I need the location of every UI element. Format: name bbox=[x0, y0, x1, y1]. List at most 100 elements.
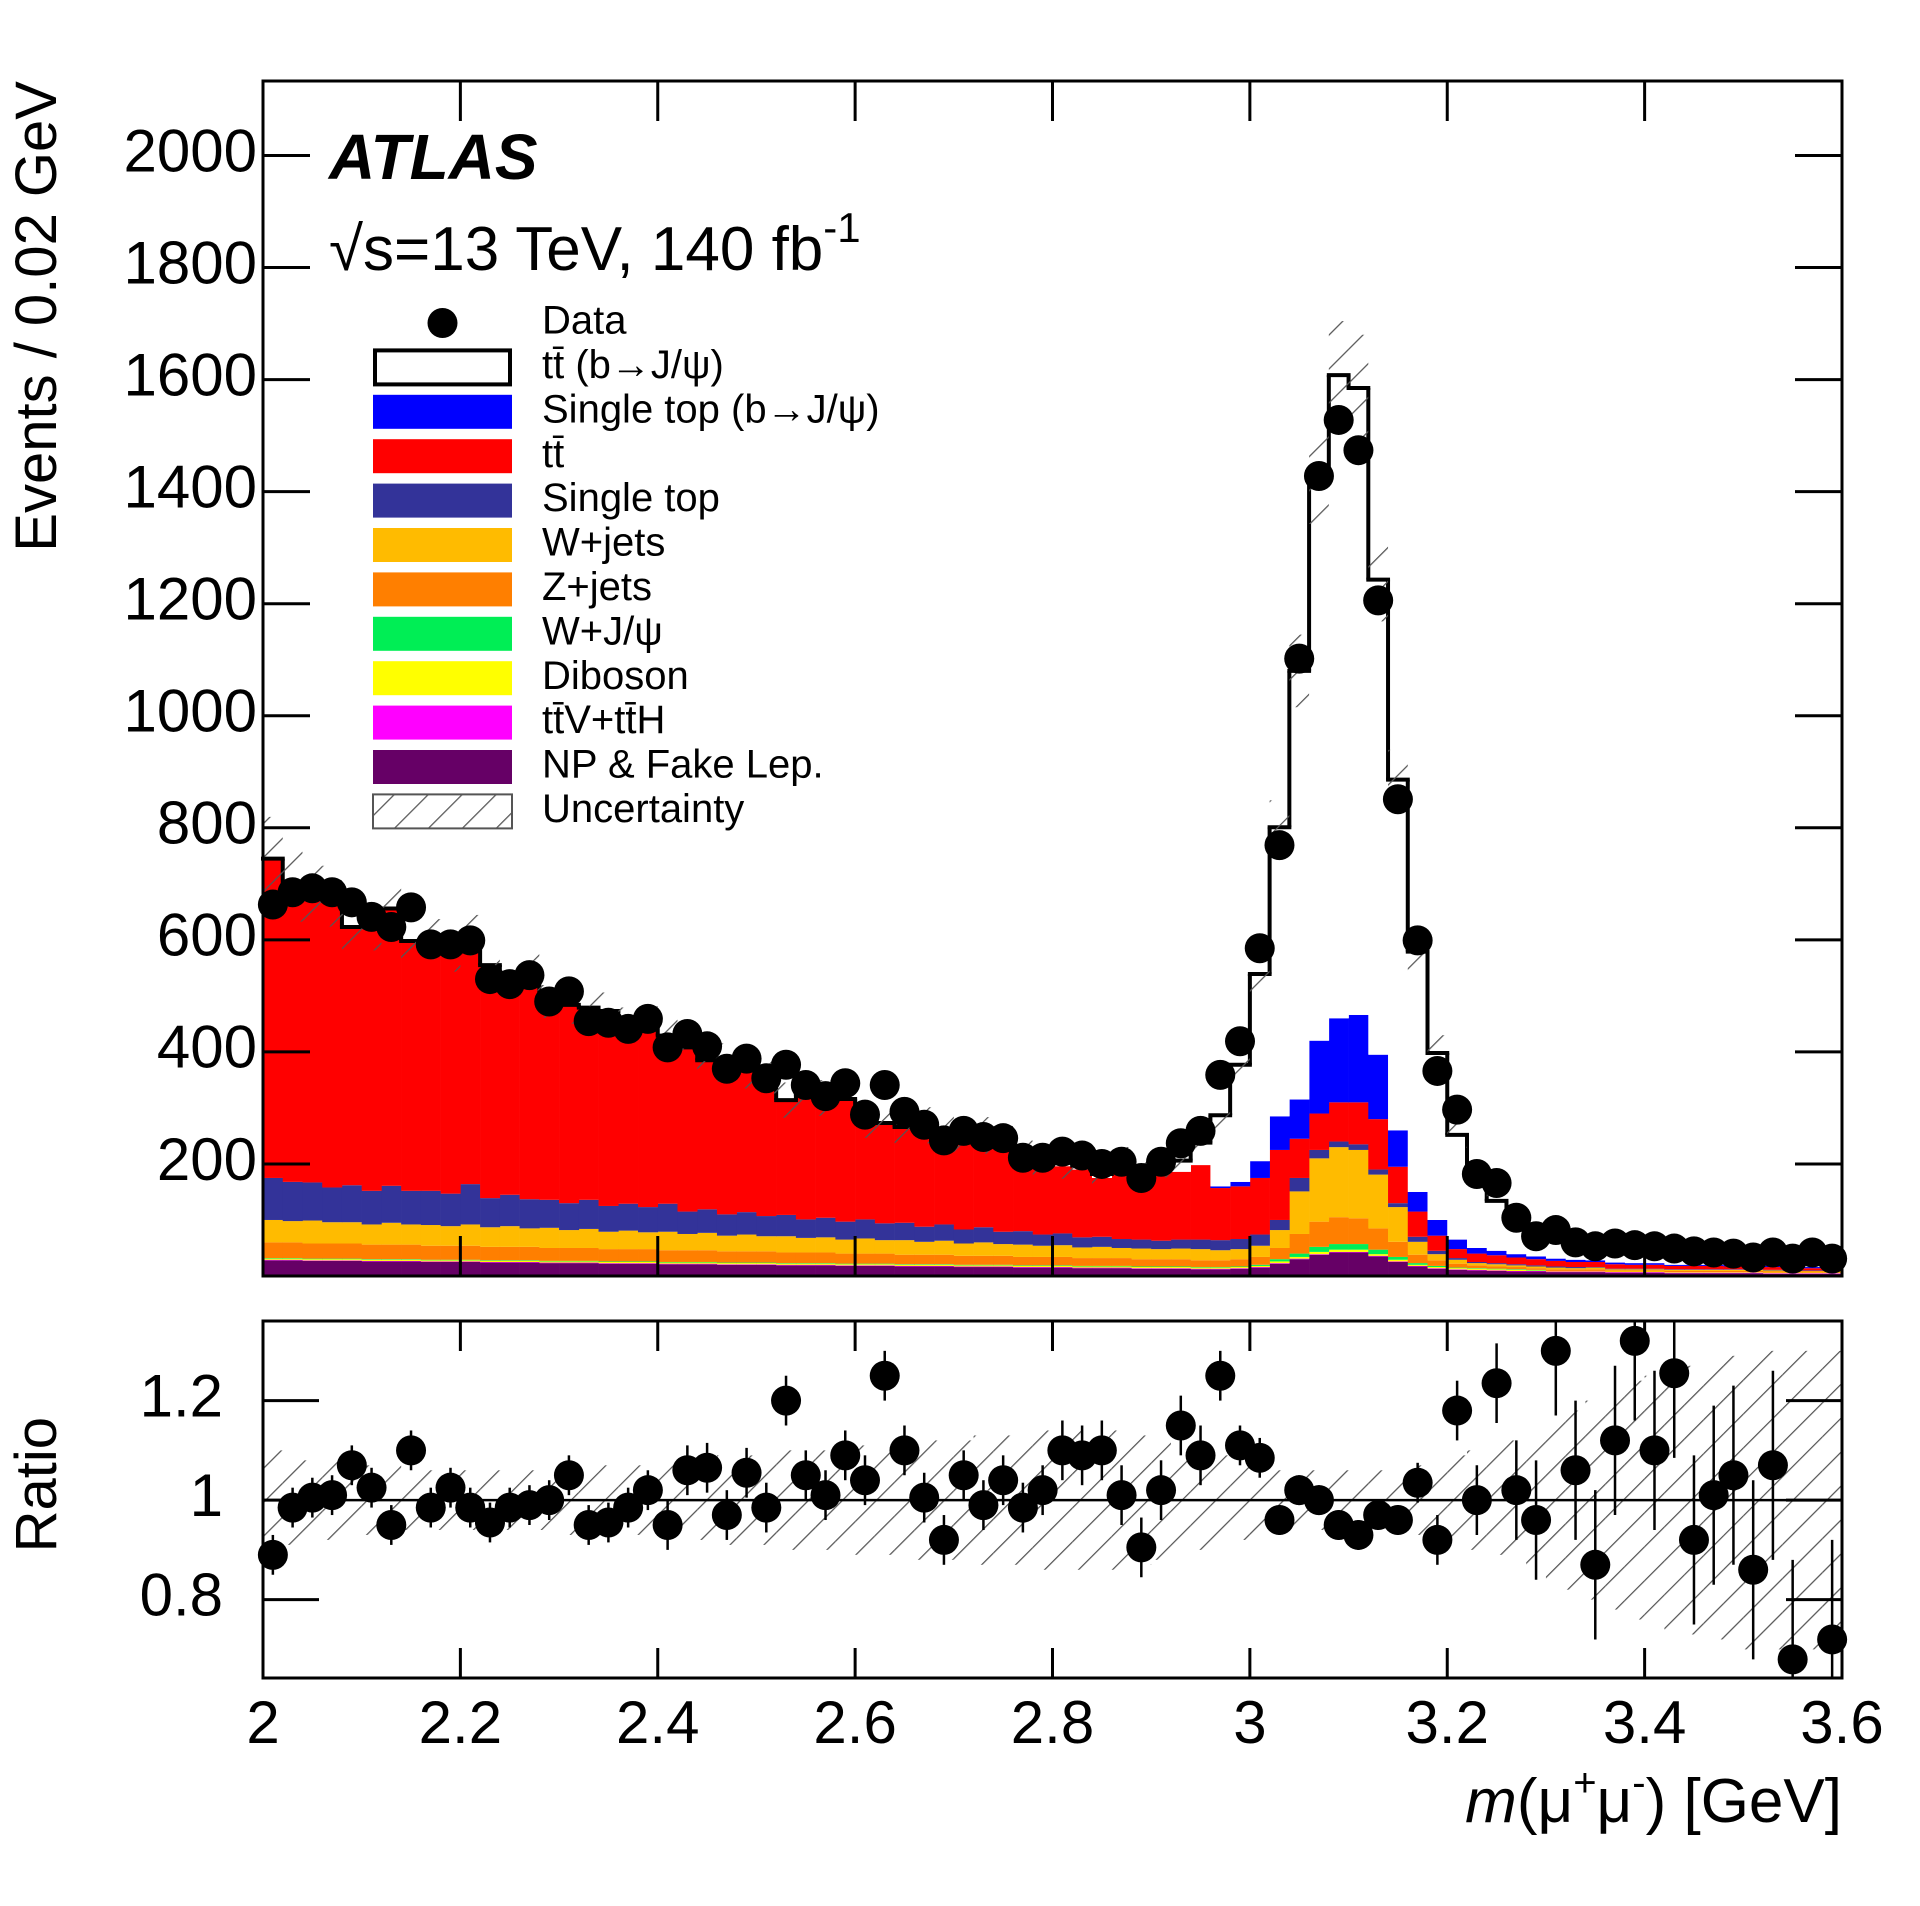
histogram-bar bbox=[598, 1205, 619, 1232]
histogram-bar bbox=[736, 1234, 757, 1252]
data-point bbox=[731, 1043, 762, 1074]
histogram-bar bbox=[618, 1025, 639, 1204]
histogram-bar bbox=[1624, 1272, 1645, 1276]
histogram-bar bbox=[341, 1243, 362, 1259]
histogram-bar bbox=[1447, 1263, 1468, 1268]
histogram-bar bbox=[460, 1261, 481, 1262]
data-point bbox=[1225, 1026, 1256, 1057]
histogram-bar bbox=[1388, 1261, 1409, 1262]
histogram-bar bbox=[874, 1123, 895, 1224]
ratio-point bbox=[356, 1472, 387, 1503]
data-point bbox=[514, 960, 545, 991]
histogram-bar bbox=[539, 1247, 560, 1261]
histogram-bar bbox=[716, 1214, 737, 1236]
data-point bbox=[1106, 1146, 1137, 1177]
histogram-bar bbox=[1545, 1270, 1566, 1272]
x-tick-label: 2.6 bbox=[813, 1689, 896, 1756]
histogram-bar bbox=[1032, 1234, 1053, 1246]
histogram-bar bbox=[302, 1220, 323, 1244]
histogram-bar bbox=[1763, 1270, 1784, 1272]
histogram-bar bbox=[1210, 1269, 1231, 1276]
histogram-bar bbox=[1289, 1099, 1310, 1139]
histogram-bar bbox=[953, 1266, 974, 1268]
ratio-point bbox=[1678, 1524, 1709, 1555]
histogram-bar bbox=[914, 1126, 935, 1227]
histogram-bar bbox=[1605, 1264, 1626, 1269]
ratio-point bbox=[1165, 1410, 1196, 1441]
histogram-bar bbox=[716, 1251, 737, 1263]
x-title-part: - bbox=[1632, 1761, 1645, 1805]
histogram-bar bbox=[1309, 475, 1330, 1041]
histogram-bar bbox=[677, 1262, 698, 1264]
data-point bbox=[1284, 643, 1315, 674]
plot-area bbox=[257, 321, 1848, 1678]
histogram-bar bbox=[1111, 1268, 1132, 1276]
histogram-bar bbox=[282, 886, 303, 1182]
data-point bbox=[1402, 925, 1433, 956]
histogram-bar bbox=[1466, 1270, 1488, 1276]
histogram-bar bbox=[697, 1261, 718, 1263]
ratio-point bbox=[849, 1465, 880, 1496]
histogram-bar bbox=[1427, 1265, 1448, 1268]
histogram-bar bbox=[1388, 1259, 1409, 1262]
ratio-point bbox=[396, 1435, 427, 1466]
histogram-bar bbox=[460, 1261, 481, 1276]
histogram-bar bbox=[1486, 1200, 1507, 1251]
ratio-point bbox=[1244, 1442, 1275, 1473]
histogram-bar bbox=[1032, 1265, 1053, 1268]
histogram-bar bbox=[1131, 1267, 1152, 1269]
histogram-bar bbox=[677, 1211, 698, 1234]
histogram-bar bbox=[341, 1260, 362, 1261]
histogram-bar bbox=[1052, 1265, 1073, 1266]
histogram-bar bbox=[894, 1266, 915, 1276]
legend-label: Z+jets bbox=[542, 565, 652, 609]
ratio-point bbox=[751, 1492, 782, 1523]
x-tick-label: 2.8 bbox=[1011, 1689, 1094, 1756]
histogram-bar bbox=[835, 1265, 856, 1266]
histogram-bar bbox=[1684, 1272, 1705, 1274]
histogram-bar bbox=[1545, 1272, 1566, 1276]
histogram-bar bbox=[1388, 1207, 1409, 1242]
data-point bbox=[553, 976, 584, 1007]
histogram-bar bbox=[756, 1262, 777, 1264]
histogram-bar bbox=[1052, 1245, 1073, 1257]
histogram-bar bbox=[1664, 1264, 1685, 1266]
energy-label: √s=13 TeV, 140 fb-1 bbox=[329, 204, 861, 284]
histogram-bar bbox=[1585, 1271, 1606, 1273]
histogram-bar bbox=[1486, 1270, 1507, 1276]
histogram-bar bbox=[341, 1185, 362, 1223]
histogram-bar bbox=[263, 1242, 284, 1259]
histogram-bar bbox=[302, 1260, 323, 1261]
histogram-bar bbox=[519, 1228, 540, 1247]
histogram-bar bbox=[1328, 1217, 1349, 1245]
data-point bbox=[1205, 1059, 1236, 1090]
histogram-bar bbox=[1664, 1265, 1685, 1270]
histogram-bar bbox=[1763, 1267, 1784, 1270]
histogram-bar bbox=[1230, 1266, 1251, 1268]
data-point bbox=[1442, 1094, 1473, 1125]
histogram-bar bbox=[1072, 1267, 1093, 1269]
histogram-bar bbox=[1466, 1247, 1488, 1254]
histogram-bar bbox=[1013, 1244, 1034, 1257]
histogram-bar bbox=[341, 1258, 362, 1260]
histogram-bar bbox=[1624, 1268, 1645, 1270]
histogram-bar bbox=[519, 1261, 540, 1263]
legend-swatch bbox=[373, 616, 512, 651]
histogram-bar bbox=[1427, 1268, 1448, 1276]
histogram-bar bbox=[657, 1231, 678, 1251]
histogram-bar bbox=[795, 1093, 816, 1220]
histogram-bar bbox=[1013, 1158, 1034, 1232]
histogram-bar bbox=[973, 1264, 994, 1266]
histogram-bar bbox=[1111, 1239, 1132, 1248]
histogram-bar bbox=[1703, 1269, 1724, 1271]
legend-label: NP & Fake Lep. bbox=[542, 743, 824, 787]
uncertainty-band bbox=[1249, 952, 1270, 996]
histogram-bar bbox=[697, 1263, 718, 1265]
histogram-bar bbox=[1407, 1265, 1428, 1267]
histogram-bar bbox=[1111, 1247, 1132, 1259]
histogram-bar bbox=[1289, 670, 1310, 1100]
histogram-bar bbox=[736, 1212, 757, 1235]
histogram-bar bbox=[638, 1261, 659, 1262]
histogram-bar bbox=[401, 1259, 422, 1261]
histogram-bar bbox=[361, 1259, 382, 1260]
